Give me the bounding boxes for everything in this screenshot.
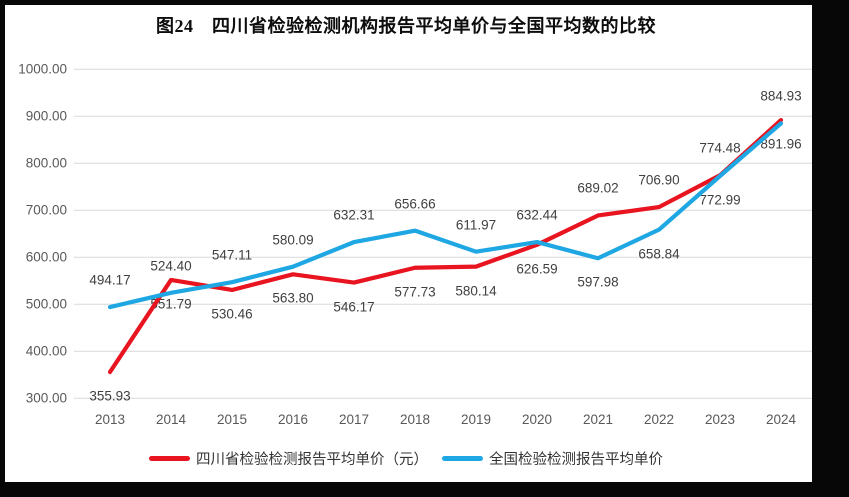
data-label: 626.59 bbox=[516, 261, 558, 277]
y-axis-tick: 400.00 bbox=[25, 343, 67, 359]
x-axis-tick: 2014 bbox=[155, 412, 187, 427]
data-label: 355.93 bbox=[89, 388, 131, 404]
data-label: 547.11 bbox=[211, 247, 253, 263]
y-axis-tick: 300.00 bbox=[25, 390, 67, 406]
y-axis-tick: 600.00 bbox=[25, 249, 67, 265]
sichuan-line-swatch bbox=[149, 455, 190, 461]
legend-item-national: 全国检验检测报告平均单价 bbox=[442, 448, 663, 469]
data-label: 884.93 bbox=[760, 88, 802, 104]
data-label: 689.02 bbox=[577, 180, 619, 196]
chart-legend: 四川省检验检测报告平均单价（元） 全国检验检测报告平均单价 bbox=[0, 448, 812, 468]
x-axis-tick: 2015 bbox=[216, 412, 248, 427]
y-axis-tick: 700.00 bbox=[25, 202, 67, 218]
data-label: 597.98 bbox=[577, 274, 619, 290]
legend-label-sichuan: 四川省检验检测报告平均单价（元） bbox=[196, 451, 428, 468]
series-line-national bbox=[107, 121, 784, 310]
x-axis-tick: 2021 bbox=[582, 412, 614, 427]
x-axis-tick: 2019 bbox=[460, 412, 492, 427]
data-label: 546.17 bbox=[333, 299, 375, 315]
x-axis-tick: 2020 bbox=[521, 412, 553, 427]
data-label: 551.79 bbox=[150, 296, 192, 312]
data-label: 580.09 bbox=[272, 232, 314, 248]
data-label: 656.66 bbox=[394, 196, 436, 212]
data-label: 611.97 bbox=[455, 217, 497, 233]
x-axis-tick: 2016 bbox=[277, 412, 309, 427]
data-label: 632.44 bbox=[516, 207, 558, 223]
scan-border-top bbox=[0, 0, 849, 5]
scan-border-right bbox=[812, 0, 849, 497]
legend-item-sichuan: 四川省检验检测报告平均单价（元） bbox=[149, 448, 428, 469]
series-line-sichuan bbox=[107, 117, 784, 375]
y-axis-tick: 500.00 bbox=[25, 296, 67, 312]
y-axis-tick: 1000.00 bbox=[18, 61, 67, 77]
data-label: 774.48 bbox=[699, 140, 741, 156]
x-axis-tick: 2023 bbox=[704, 412, 736, 427]
scan-border-left bbox=[0, 0, 5, 497]
y-axis-tick: 800.00 bbox=[25, 155, 67, 171]
scan-border-bottom bbox=[0, 482, 849, 497]
x-axis-tick: 2013 bbox=[94, 412, 126, 427]
data-label: 577.73 bbox=[394, 284, 436, 300]
x-axis-tick: 2017 bbox=[338, 412, 370, 427]
x-axis-tick: 2024 bbox=[765, 412, 797, 427]
y-axis-tick: 900.00 bbox=[25, 108, 67, 124]
legend-label-national: 全国检验检测报告平均单价 bbox=[489, 451, 663, 468]
x-axis-tick: 2022 bbox=[643, 412, 675, 427]
data-label: 524.40 bbox=[150, 258, 192, 274]
data-label: 530.46 bbox=[211, 306, 253, 322]
data-label: 706.90 bbox=[638, 172, 680, 188]
data-label: 563.80 bbox=[272, 290, 314, 306]
data-label: 632.31 bbox=[333, 207, 375, 223]
data-label: 658.84 bbox=[638, 246, 680, 262]
national-line-swatch bbox=[442, 455, 483, 461]
data-label: 772.99 bbox=[699, 192, 741, 208]
data-label: 580.14 bbox=[455, 283, 497, 299]
data-label: 891.96 bbox=[760, 136, 802, 152]
data-label: 494.17 bbox=[89, 272, 131, 288]
x-axis-tick: 2018 bbox=[399, 412, 431, 427]
chart-title: 图24 四川省检验检测机构报告平均单价与全国平均数的比较 bbox=[156, 16, 656, 36]
